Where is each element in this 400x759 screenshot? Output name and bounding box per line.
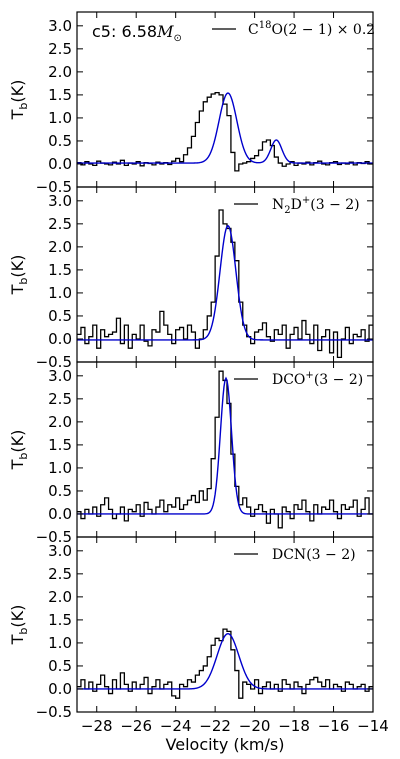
observed-spectrum-panel-1 [77, 91, 373, 172]
y-tick-label: 0.0 [48, 505, 72, 523]
y-tick-label: 2.0 [48, 238, 72, 256]
y-tick-label: 2.0 [48, 588, 72, 606]
panel-frame-2 [76, 186, 374, 363]
y-tick-label: 3.0 [48, 367, 72, 385]
legend-label-panel-2: N2D+(3 − 2) [272, 195, 360, 216]
legend-label-panel-3: DCO+(3 − 2) [272, 370, 363, 388]
y-tick-label: 2.5 [48, 390, 72, 408]
y-axis-label: Tb(K) [8, 80, 30, 121]
y-tick-label: 0.0 [48, 330, 72, 348]
y-tick-label: 3.0 [48, 17, 72, 35]
y-tick-label: 0.0 [48, 155, 72, 173]
legend-label-panel-4: DCN(3 − 2) [272, 547, 356, 563]
observed-spectrum-panel-2 [77, 209, 373, 359]
x-tick-label: −22 [199, 717, 231, 735]
panel-4: −0.5 0.0 0.5 1.0 1.5 2.0 2.5 3.0 Tb(K) DCN(3 − 2) [8, 536, 374, 721]
x-tick-label: −14 [357, 717, 389, 735]
y-tick-label: 3.0 [48, 192, 72, 210]
gaussian-fit-panel-2 [77, 224, 373, 341]
y-axis-label: Tb(K) [8, 430, 30, 471]
gaussian-fit-panel-1 [77, 92, 373, 164]
panel-3: −0.5 0.0 0.5 1.0 1.5 2.0 2.5 3.0 Tb(K) DCO+(3 − 2… [8, 361, 374, 546]
gaussian-fit-panel-3 [77, 376, 373, 515]
x-tick-label: −18 [278, 717, 310, 735]
source-mass-annotation: c5: 6.58M⊙ [92, 22, 182, 44]
y-tick-label: 1.5 [48, 611, 72, 629]
y-tick-label: 1.0 [48, 109, 72, 127]
y-tick-label: 3.0 [48, 542, 72, 560]
y-tick-label: 2.5 [48, 215, 72, 233]
y-tick-label: 1.5 [48, 436, 72, 454]
y-axis-label: Tb(K) [8, 605, 30, 646]
x-tick-label: −24 [160, 717, 192, 735]
y-tick-label: 0.0 [48, 680, 72, 698]
gaussian-fit-panel-4 [77, 632, 373, 690]
y-tick-label: 1.0 [48, 634, 72, 652]
y-axis-label: Tb(K) [8, 255, 30, 296]
x-axis-label: Velocity (km/s) [166, 735, 285, 754]
y-tick-label: −0.5 [36, 528, 72, 546]
x-tick-label: −28 [81, 717, 113, 735]
x-tick-label: −16 [318, 717, 350, 735]
y-tick-label: 1.5 [48, 86, 72, 104]
y-tick-label: 1.5 [48, 261, 72, 279]
y-tick-label: 2.5 [48, 565, 72, 583]
y-tick-label: 2.5 [48, 40, 72, 58]
y-tick-label: 2.0 [48, 413, 72, 431]
y-tick-label: 1.0 [48, 459, 72, 477]
y-tick-label: 0.5 [48, 132, 72, 150]
y-tick-label: −0.5 [36, 353, 72, 371]
y-tick-label: −0.5 [36, 703, 72, 721]
legend-label-panel-1: C18O(2 − 1) × 0.2 [248, 20, 375, 38]
panel-frame-3 [76, 361, 374, 538]
panel-1: −0.5 0.0 0.5 1.0 1.5 2.0 2.5 3.0 Tb(K) C18O(2 − 1… [8, 11, 375, 196]
observed-spectrum-panel-3 [77, 370, 373, 529]
y-tick-label: −0.5 [36, 178, 72, 196]
x-tick-label: −26 [120, 717, 152, 735]
y-tick-label: 1.0 [48, 284, 72, 302]
panel-frame-4 [76, 536, 374, 713]
y-tick-label: 0.5 [48, 307, 72, 325]
y-tick-label: 0.5 [48, 482, 72, 500]
y-tick-label: 2.0 [48, 63, 72, 81]
y-tick-label: 0.5 [48, 657, 72, 675]
x-tick-label: −20 [239, 717, 271, 735]
panel-2: −0.5 0.0 0.5 1.0 1.5 2.0 2.5 3.0 Tb(K) N2D+(3 − 2… [8, 186, 374, 371]
observed-spectrum-panel-4 [77, 628, 373, 699]
